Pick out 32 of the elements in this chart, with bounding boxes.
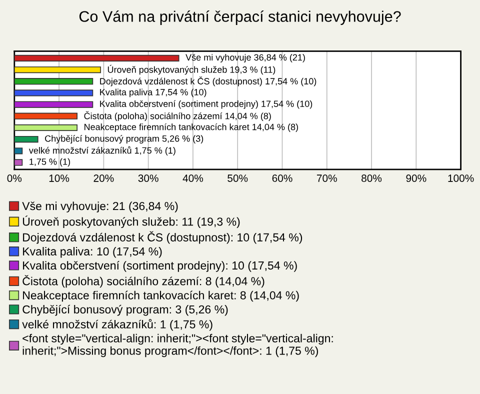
legend-label: <font style="vertical-align: inherit;"><font style="vertical-align: inherit;">Missing bonus program</font></font>: 1 (1,75 %) (22, 334, 333, 358)
data-label: 1,75 % (1) (30, 158, 70, 167)
legend-label: velké množství zákazníků: 1 (1,75 %) (22, 319, 212, 331)
data-label: Neakceptace firemních tankovacích karet 14,04 % (8) (84, 123, 298, 132)
x-tick-label: 40% (182, 174, 204, 182)
legend-label: Kvalita paliva: 10 (17,54 %) (23, 247, 162, 258)
x-tick-label: 70% (316, 174, 337, 182)
data-label: Dojezdová vzdálenost k ČS (dostupnost) 17,54 % (10) (100, 76, 316, 86)
data-label: Chybějící bonusový program 5,26 % (3) (45, 135, 204, 144)
data-label: Kvalita paliva 17,54 % (10) (100, 88, 206, 98)
legend-label: Neakceptace firemních tankovacích karet: 8 (14,04 %) (23, 290, 299, 302)
chart-title: Co Vám na privátní čerpací stanici nevyhovuje? (79, 10, 401, 25)
x-tick-label: 20% (94, 174, 114, 182)
x-tick-label: 50% (228, 174, 248, 182)
legend-label: Vše mi vyhovuje: 21 (36,84 %) (22, 202, 178, 212)
data-label: Vše mi vyhovuje 36,84 % (21) (186, 54, 305, 62)
data-label: Úroveň poskytovaných služeb 19,3 % (11) (108, 64, 276, 75)
legend-label: Dojezdová vzdálenost k ČS (dostupnost): 10 (17,54 %) (23, 231, 302, 244)
x-tick-label: 30% (138, 174, 158, 182)
legend-label: Čistota (poloha) sociálního zázemí: 8 (14,04 %) (22, 275, 264, 288)
x-tick-label: 10% (49, 174, 70, 182)
legend-label: Úroveň poskytovaných služeb: 11 (19,3 %) (22, 216, 240, 228)
x-tick-label: 100% (448, 174, 474, 182)
x-tick-label: 90% (406, 174, 426, 182)
data-label: velké množství zákazníků 1,75 % (1) (28, 146, 176, 156)
x-tick-label: 80% (362, 174, 382, 182)
x-tick-label: 60% (272, 174, 292, 182)
x-tick-label: 0% (7, 174, 22, 182)
legend-label: Kvalita občerstvení (sortiment prodejny): 10 (17,54 %) (23, 260, 297, 272)
legend-label: Chybějící bonusový program: 3 (5,26 %) (22, 304, 228, 316)
data-label: Kvalita občerstvení (sortiment prodejny) 17,54 % (10) (100, 100, 312, 109)
data-label: Čistota (poloha) sociálního zázemí 14,04 % (8) (84, 111, 271, 121)
